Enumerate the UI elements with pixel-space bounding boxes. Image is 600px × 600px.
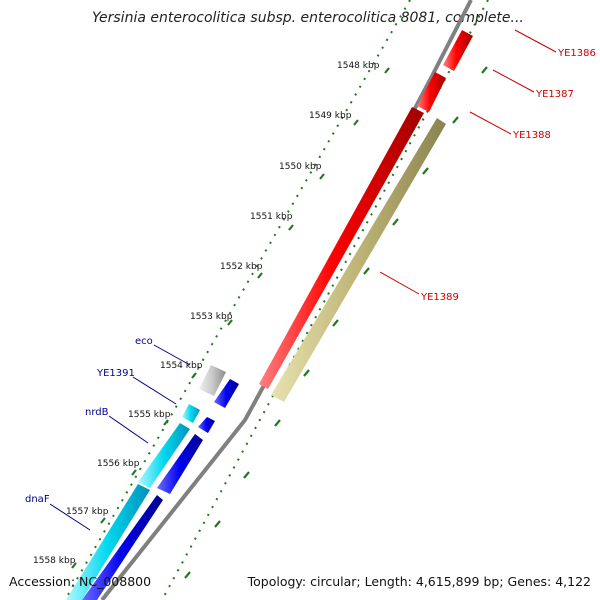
major-ticks <box>71 66 488 579</box>
gene-label[interactable]: YE1388 <box>512 130 551 141</box>
tick-label: 1556 kbp <box>97 459 140 469</box>
gene-YE1388[interactable] <box>271 118 446 402</box>
forward-cds-red <box>259 30 473 389</box>
tick-mark <box>257 272 263 279</box>
gene-nrdB[interactable] <box>138 423 190 488</box>
tick-mark <box>332 319 339 327</box>
gene-label[interactable]: YE1389 <box>420 292 459 303</box>
blue-cds[interactable] <box>157 434 203 494</box>
tick-label: 1557 kbp <box>66 507 109 517</box>
gene-label[interactable]: YE1387 <box>535 89 574 100</box>
dotted-scale-rings <box>64 0 489 600</box>
tick-label: 1551 kbp <box>250 212 293 222</box>
gene-label[interactable]: nrdB <box>85 407 109 418</box>
tick-labels: 1548 kbp 1549 kbp 1550 kbp 1551 kbp 1552… <box>33 61 380 566</box>
tick-mark <box>303 369 310 377</box>
map-title: Yersinia enterocolitica subsp. enterocol… <box>92 10 524 26</box>
tick-label: 1548 kbp <box>337 61 380 71</box>
tick-mark <box>184 571 191 579</box>
tick-mark <box>288 224 294 231</box>
leader-YE1391 <box>132 376 177 405</box>
backbone-ring <box>100 0 473 600</box>
cyan-cds <box>66 404 200 600</box>
blue-cds[interactable] <box>82 495 163 600</box>
tick-mark <box>422 167 429 175</box>
leader-YE1387 <box>492 69 535 93</box>
tick-label: 1554 kbp <box>160 361 203 371</box>
tick-mark <box>243 471 250 479</box>
label-leaders <box>49 29 557 531</box>
leader-YE1388 <box>469 111 512 135</box>
tick-label: 1550 kbp <box>279 162 322 172</box>
tick-label: 1553 kbp <box>190 312 233 322</box>
gene-YE1387[interactable] <box>417 72 446 112</box>
gene-YE1391[interactable] <box>182 404 200 423</box>
tick-mark <box>163 419 169 426</box>
gene-YE1386[interactable] <box>443 30 473 71</box>
tick-label: 1552 kbp <box>220 262 263 272</box>
tick-mark <box>274 419 281 427</box>
blue-cds[interactable] <box>198 417 215 433</box>
tick-label: 1558 kbp <box>33 556 76 566</box>
tick-mark <box>191 372 197 379</box>
tick-mark <box>384 67 390 74</box>
tick-mark <box>227 319 233 326</box>
tick-mark <box>452 116 459 124</box>
gene-label[interactable]: dnaF <box>25 494 50 505</box>
gene-label[interactable]: eco <box>135 336 153 347</box>
outer-dotted-ring <box>64 0 411 600</box>
tick-mark <box>131 469 137 476</box>
tick-label: 1555 kbp <box>128 410 171 420</box>
tick-mark <box>392 218 399 226</box>
topology-summary: Topology: circular; Length: 4,615,899 bp… <box>247 574 591 589</box>
gene-label[interactable]: YE1391 <box>96 368 135 379</box>
tick-mark <box>214 520 221 528</box>
tick-mark <box>353 119 359 126</box>
gene-eco[interactable] <box>199 365 226 396</box>
leader-YE1386 <box>514 29 557 53</box>
tick-mark <box>100 517 106 524</box>
gene-YE1389[interactable] <box>259 107 424 389</box>
gene-label[interactable]: YE1386 <box>557 48 596 59</box>
tick-mark <box>71 562 77 569</box>
gene-labels: YE1386 YE1387 YE1388 YE1389 eco YE1391 n… <box>25 48 596 505</box>
tick-label: 1549 kbp <box>309 111 352 121</box>
leader-nrdB <box>108 415 149 444</box>
tick-mark <box>319 173 325 180</box>
gene-dnaF[interactable] <box>66 484 150 600</box>
leader-dnaF <box>49 503 91 531</box>
leader-YE1389 <box>379 271 420 295</box>
accession-label: Accession: NC_008800 <box>9 574 152 589</box>
reverse-cds-blue <box>82 379 239 600</box>
leader-eco <box>153 344 191 366</box>
tick-mark <box>363 267 370 275</box>
tick-mark <box>481 66 488 74</box>
blue-cds[interactable] <box>214 379 239 408</box>
